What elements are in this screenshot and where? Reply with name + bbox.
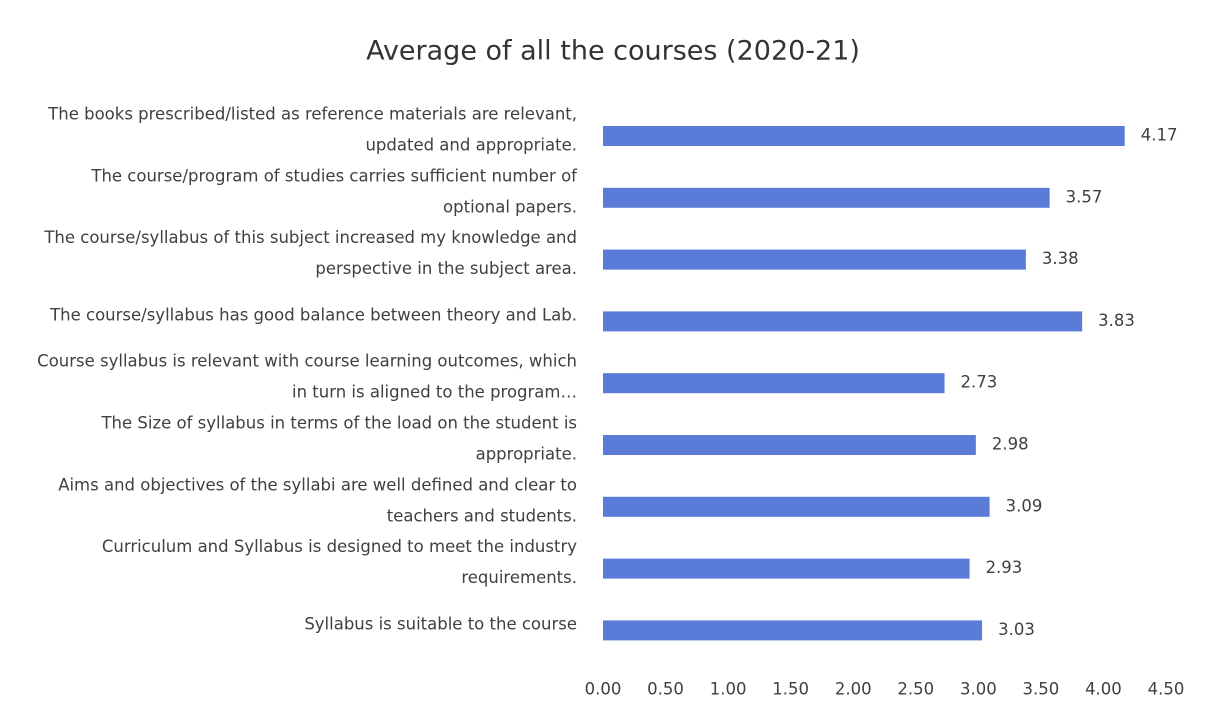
x-tick-label: 1.00 [710,680,747,699]
data-label: 2.73 [961,373,998,392]
data-label: 3.09 [1006,496,1043,515]
chart-title: Average of all the courses (2020-21) [366,36,860,67]
data-label: 3.83 [1098,311,1135,330]
y-tick-label: The course/program of studies carries su… [90,166,578,216]
data-label: 2.98 [992,435,1029,454]
x-tick-label: 3.00 [960,680,997,699]
bar [603,187,1050,208]
x-tick-label: 4.00 [1085,680,1122,699]
bar [603,311,1083,332]
x-tick-label: 2.50 [897,680,934,699]
y-tick-label: The Size of syllabus in terms of the loa… [100,413,577,463]
y-tick-label: Aims and objectives of the syllabi are w… [58,475,577,525]
bar [603,620,983,641]
bar [603,249,1026,270]
data-label: 3.57 [1066,187,1103,206]
data-label: 4.17 [1141,126,1178,145]
x-tick-label: 0.00 [585,680,622,699]
x-tick-label: 4.50 [1148,680,1185,699]
x-tick-label: 0.50 [647,680,684,699]
data-label: 3.03 [998,620,1035,639]
bar [603,435,976,455]
y-tick-label: Course syllabus is relevant with course … [37,351,577,401]
bar [603,496,990,517]
data-label: 2.93 [986,558,1023,577]
y-tick-label: The books prescribed/listed as reference… [47,104,577,154]
y-tick-label: Syllabus is suitable to the course [304,614,577,633]
bar [603,126,1125,146]
y-tick-label: Curriculum and Syllabus is designed to m… [102,537,577,587]
y-tick-label: The course/syllabus has good balance bet… [49,305,577,324]
x-tick-label: 3.50 [1023,680,1060,699]
bar [603,373,945,394]
x-tick-label: 1.50 [772,680,809,699]
y-tick-label: The course/syllabus of this subject incr… [43,228,577,278]
bar [603,558,970,579]
data-label: 3.38 [1042,249,1079,268]
x-tick-label: 2.00 [835,680,872,699]
